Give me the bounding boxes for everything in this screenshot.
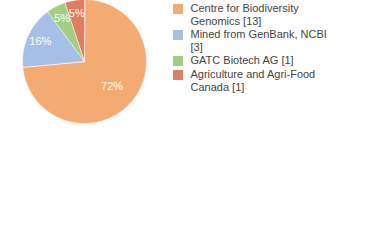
svg-text:5%: 5%	[69, 7, 85, 19]
svg-text:Mined from GenBank, NCBI[3]: Mined from GenBank, NCBI[3]	[191, 28, 327, 53]
svg-text:Centre for BiodiversityGenomic: Centre for BiodiversityGenomics [13]	[191, 2, 300, 27]
svg-text:72%: 72%	[101, 80, 123, 92]
svg-text:Agriculture and Agri-FoodCanad: Agriculture and Agri-FoodCanada [1]	[191, 68, 316, 93]
svg-text:5%: 5%	[54, 12, 71, 25]
svg-text:GATC Biotech AG [1]: GATC Biotech AG [1]	[191, 54, 294, 66]
svg-text:16%: 16%	[29, 35, 51, 47]
